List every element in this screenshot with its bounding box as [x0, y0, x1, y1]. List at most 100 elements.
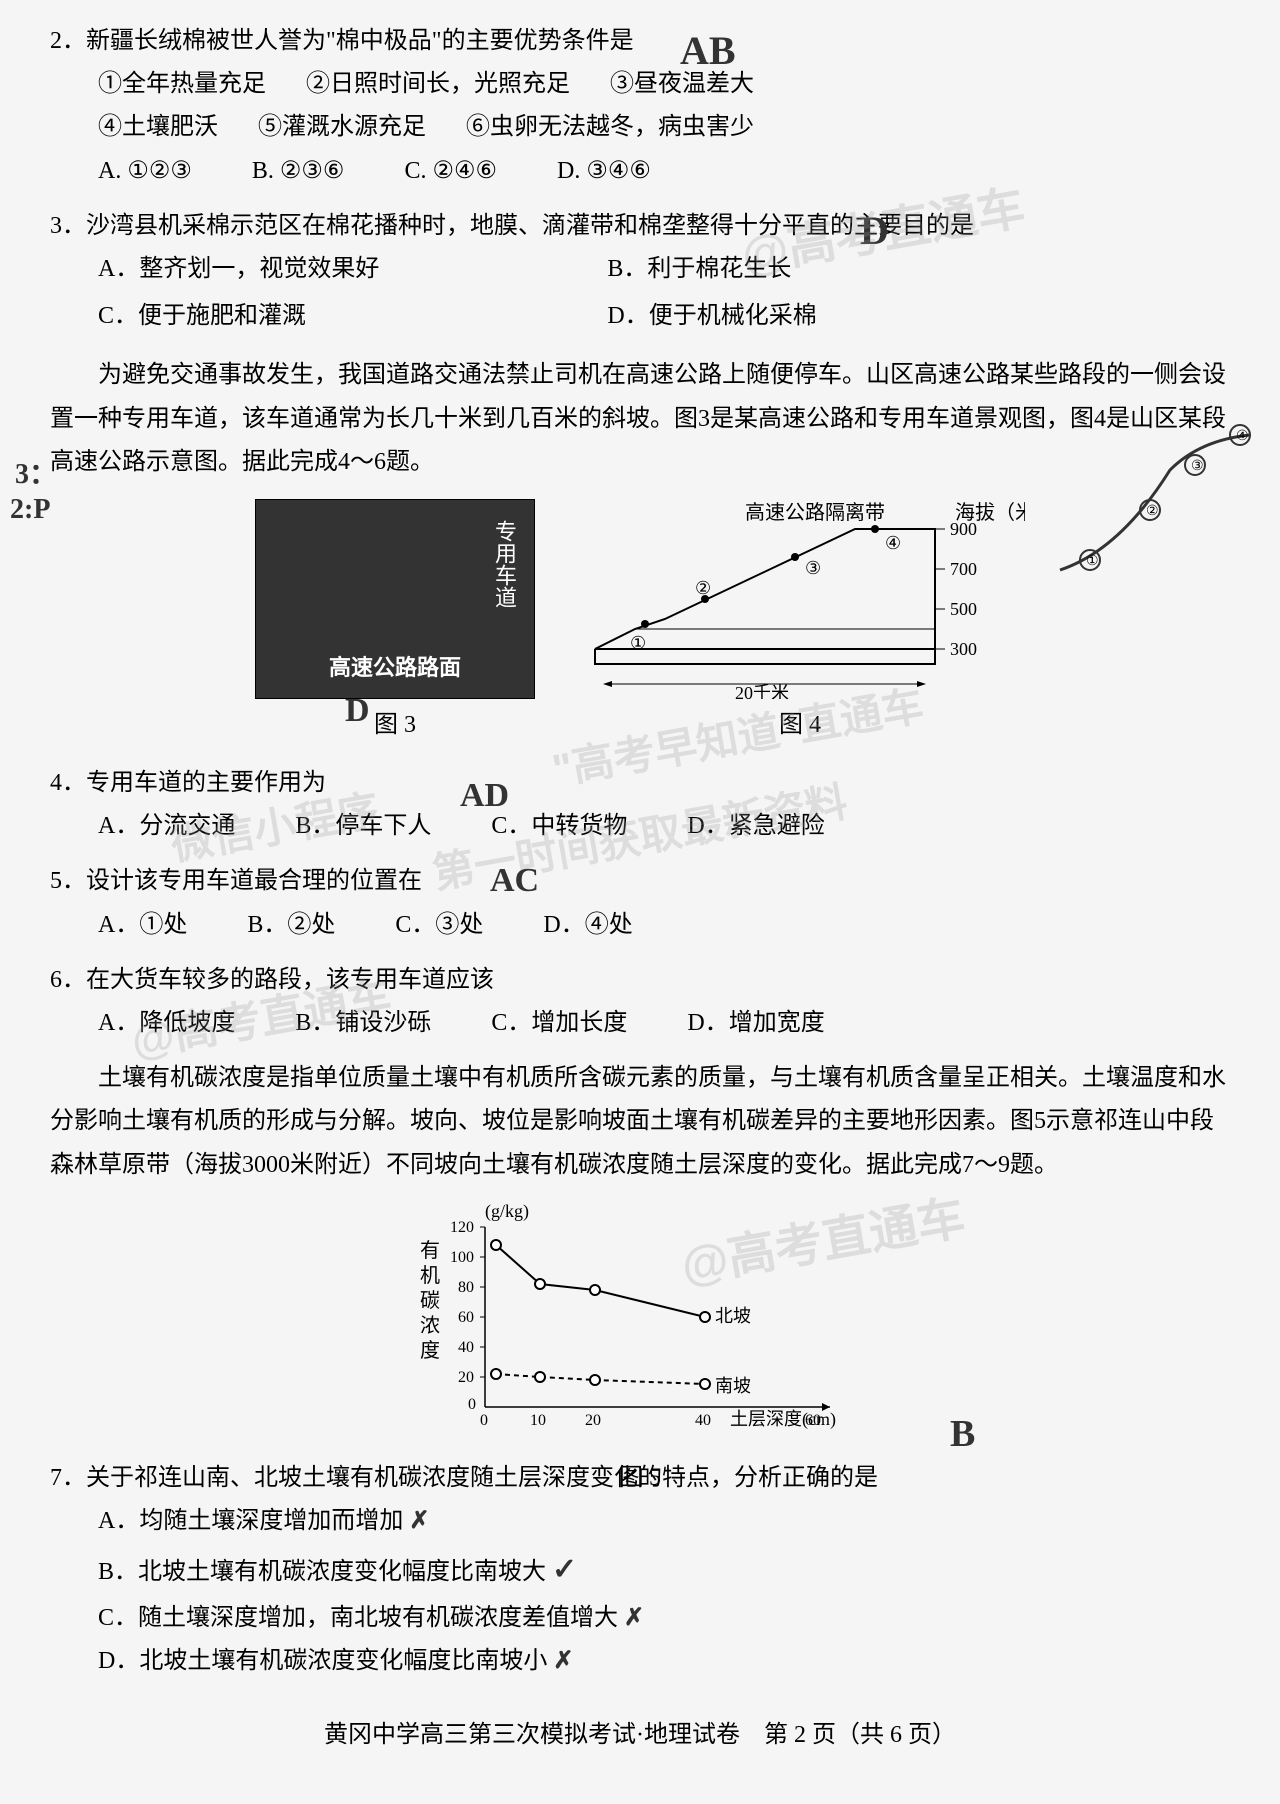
fig5-yl5: 度	[420, 1339, 440, 1362]
q7-mark-c: ✗	[624, 1605, 644, 1631]
q6-opt-d: D．增加宽度	[687, 1002, 824, 1045]
fig5-xlabel: 土层深度(cm)	[730, 1409, 836, 1430]
q7-opt-b-text: B．北坡土壤有机碳浓度变化幅度比南坡大	[98, 1559, 546, 1585]
q2-cond-2: ②日照时间长，光照充足	[306, 63, 570, 106]
handdrawn-slope: ④ ③ ② ①	[1040, 410, 1270, 590]
q2-text: 2．新疆长绒棉被世人誉为"棉中极品"的主要优势条件是	[50, 20, 1230, 63]
fig5-yl4: 浓	[420, 1314, 440, 1337]
q6-opt-b: B．铺设沙砾	[295, 1002, 431, 1045]
q2-cond-5: ⑤灌溉水源充足	[258, 106, 426, 149]
q6-handwritten: AC	[490, 850, 539, 911]
fig3-label: 图 3	[255, 704, 535, 747]
fig5-yl2: 机	[420, 1264, 440, 1287]
q2-opt-c: C. ②④⑥	[404, 150, 497, 193]
fig5-yt5: 20	[458, 1369, 474, 1386]
svg-text:②: ②	[1146, 504, 1159, 519]
q3-opt-a: A．整齐划一，视觉效果好	[98, 248, 607, 291]
fig5-yt2: 80	[458, 1279, 474, 1296]
fig4-pt1: ①	[630, 633, 646, 653]
fig4-y1: 900	[950, 519, 977, 539]
fig5-yl3: 碳	[420, 1289, 440, 1312]
q4-opt-a: A．分流交通	[98, 805, 235, 848]
passage-2: 土壤有机碳浓度是指单位质量土壤中有机质所含碳元素的质量，与土壤有机质含量呈正相关…	[50, 1057, 1230, 1187]
fig4-title: 高速公路隔离带	[745, 501, 885, 524]
q5-opt-a: A．①处	[98, 904, 187, 947]
figure-3-wrapper: 专用车道 高速公路路面 图 3	[255, 499, 535, 747]
q2-handwritten: AB	[680, 15, 736, 87]
q6-text: 6．在大货车较多的路段，该专用车道应该	[50, 959, 1230, 1002]
fig5-xt0: 0	[480, 1412, 488, 1429]
fig4-p3	[791, 553, 799, 561]
fig4-p1	[641, 620, 649, 628]
q4-opt-d: D．紧急避险	[687, 805, 824, 848]
q2-cond-4: ④土壤肥沃	[98, 106, 218, 149]
q4-opt-b: B．停车下人	[295, 805, 431, 848]
q7-opt-a-text: A．均随土壤深度增加而增加	[98, 1508, 403, 1534]
fig4-y3: 500	[950, 599, 977, 619]
figure-4: 高速公路隔离带 海拔（米） ① ② ③ ④ 900 700 500	[575, 499, 1025, 699]
fig5-yt0: 120	[450, 1219, 474, 1236]
fig5-yunit: (g/kg)	[485, 1201, 529, 1222]
q5-opt-d: D．④处	[543, 904, 632, 947]
q7-opt-b: B．北坡土壤有机碳浓度变化幅度比南坡大 ✓	[98, 1543, 1230, 1597]
fig4-xlabel: 20千米	[735, 683, 789, 699]
fig4-label: 图 4	[575, 704, 1025, 747]
fig5-yt1: 100	[450, 1249, 474, 1266]
fig5-yt6: 0	[468, 1396, 476, 1413]
q2-cond-1: ①全年热量充足	[98, 63, 266, 106]
q7-mark-a: ✗	[409, 1508, 429, 1534]
q3-opt-d: D．便于机械化采棉	[607, 295, 1116, 338]
fig4-pt4: ④	[885, 533, 901, 553]
question-6: 6．在大货车较多的路段，该专用车道应该 A．降低坡度 B．铺设沙砾 C．增加长度…	[50, 959, 1230, 1045]
question-4: 4．专用车道的主要作用为 A．分流交通 B．停车下人 C．中转货物 D．紧急避险	[50, 762, 1230, 848]
svg-text:④: ④	[1236, 429, 1249, 444]
question-3: 3．沙湾县机采棉示范区在棉花播种时，地膜、滴灌带和棉垄整得十分平直的主要目的是 …	[50, 205, 1230, 343]
q3-opt-c: C．便于施肥和灌溉	[98, 295, 607, 338]
fig5-xt1: 10	[530, 1412, 546, 1429]
figure-4-wrapper: 高速公路隔离带 海拔（米） ① ② ③ ④ 900 700 500	[575, 499, 1025, 747]
fig4-svg: 高速公路隔离带 海拔（米） ① ② ③ ④ 900 700 500	[575, 499, 1025, 699]
fig5-south-label: 南坡	[715, 1376, 751, 1396]
q2-opt-a: A. ①②③	[98, 150, 192, 193]
fig4-y2: 700	[950, 559, 977, 579]
fig4-road-outline	[595, 529, 935, 649]
fig5-yt4: 40	[458, 1339, 474, 1356]
fig5-yt3: 60	[458, 1309, 474, 1326]
q5-opt-b: B．②处	[247, 904, 335, 947]
q2-cond-6: ⑥虫卵无法越冬，病虫害少	[466, 106, 754, 149]
fig5-xt3: 40	[695, 1412, 711, 1429]
fig5-label: 图 5	[390, 1457, 890, 1500]
q7-opt-c: C．随土壤深度增加，南北坡有机碳浓度差值增大 ✗	[98, 1597, 1230, 1640]
svg-text:③: ③	[1191, 459, 1204, 474]
q3-text: 3．沙湾县机采棉示范区在棉花播种时，地膜、滴灌带和棉垄整得十分平直的主要目的是	[50, 205, 1230, 248]
fig5-svg: (g/kg) 有 机 碳 浓 度 120 100 80 60 40 20 0 0…	[390, 1197, 890, 1437]
fig4-pt2: ②	[695, 578, 711, 598]
q7-opt-a: A．均随土壤深度增加而增加 ✗	[98, 1500, 1230, 1543]
fig3-text1: 专用车道	[484, 520, 524, 608]
q7-handwritten: B	[950, 1400, 975, 1468]
fig4-pt3: ③	[805, 558, 821, 578]
fig5-north-label: 北坡	[715, 1306, 751, 1326]
figure-3: 专用车道 高速公路路面	[255, 499, 535, 699]
q7-opt-c-text: C．随土壤深度增加，南北坡有机碳浓度差值增大	[98, 1605, 618, 1631]
fig4-y4: 300	[950, 639, 977, 659]
page-footer: 黄冈中学高三第三次模拟考试·地理试卷 第 2 页（共 6 页）	[50, 1714, 1230, 1757]
q6-opt-a: A．降低坡度	[98, 1002, 235, 1045]
q5-handwritten: AD	[460, 765, 509, 826]
fig5-north-line	[496, 1245, 705, 1317]
q4-text: 4．专用车道的主要作用为	[50, 762, 1230, 805]
fig4-p4	[871, 525, 879, 533]
q7-opt-d: D．北坡土壤有机碳浓度变化幅度比南坡小 ✗	[98, 1640, 1230, 1683]
q6-opt-c: C．增加长度	[491, 1002, 627, 1045]
q7-opt-d-text: D．北坡土壤有机碳浓度变化幅度比南坡小	[98, 1648, 547, 1674]
q2-opt-b: B. ②③⑥	[252, 150, 345, 193]
fig5-yl1: 有	[420, 1239, 440, 1262]
question-2: 2．新疆长绒棉被世人誉为"棉中极品"的主要优势条件是 ①全年热量充足 ②日照时间…	[50, 20, 1230, 193]
q2-opt-d: D. ③④⑥	[557, 150, 651, 193]
q7-mark-b: ✓	[552, 1553, 577, 1586]
q5-opt-c: C．③处	[395, 904, 483, 947]
svg-text:①: ①	[1086, 554, 1099, 569]
q4-handwritten: D	[345, 680, 370, 741]
q4-opt-c: C．中转货物	[491, 805, 627, 848]
q3-handwritten: D	[860, 195, 889, 267]
